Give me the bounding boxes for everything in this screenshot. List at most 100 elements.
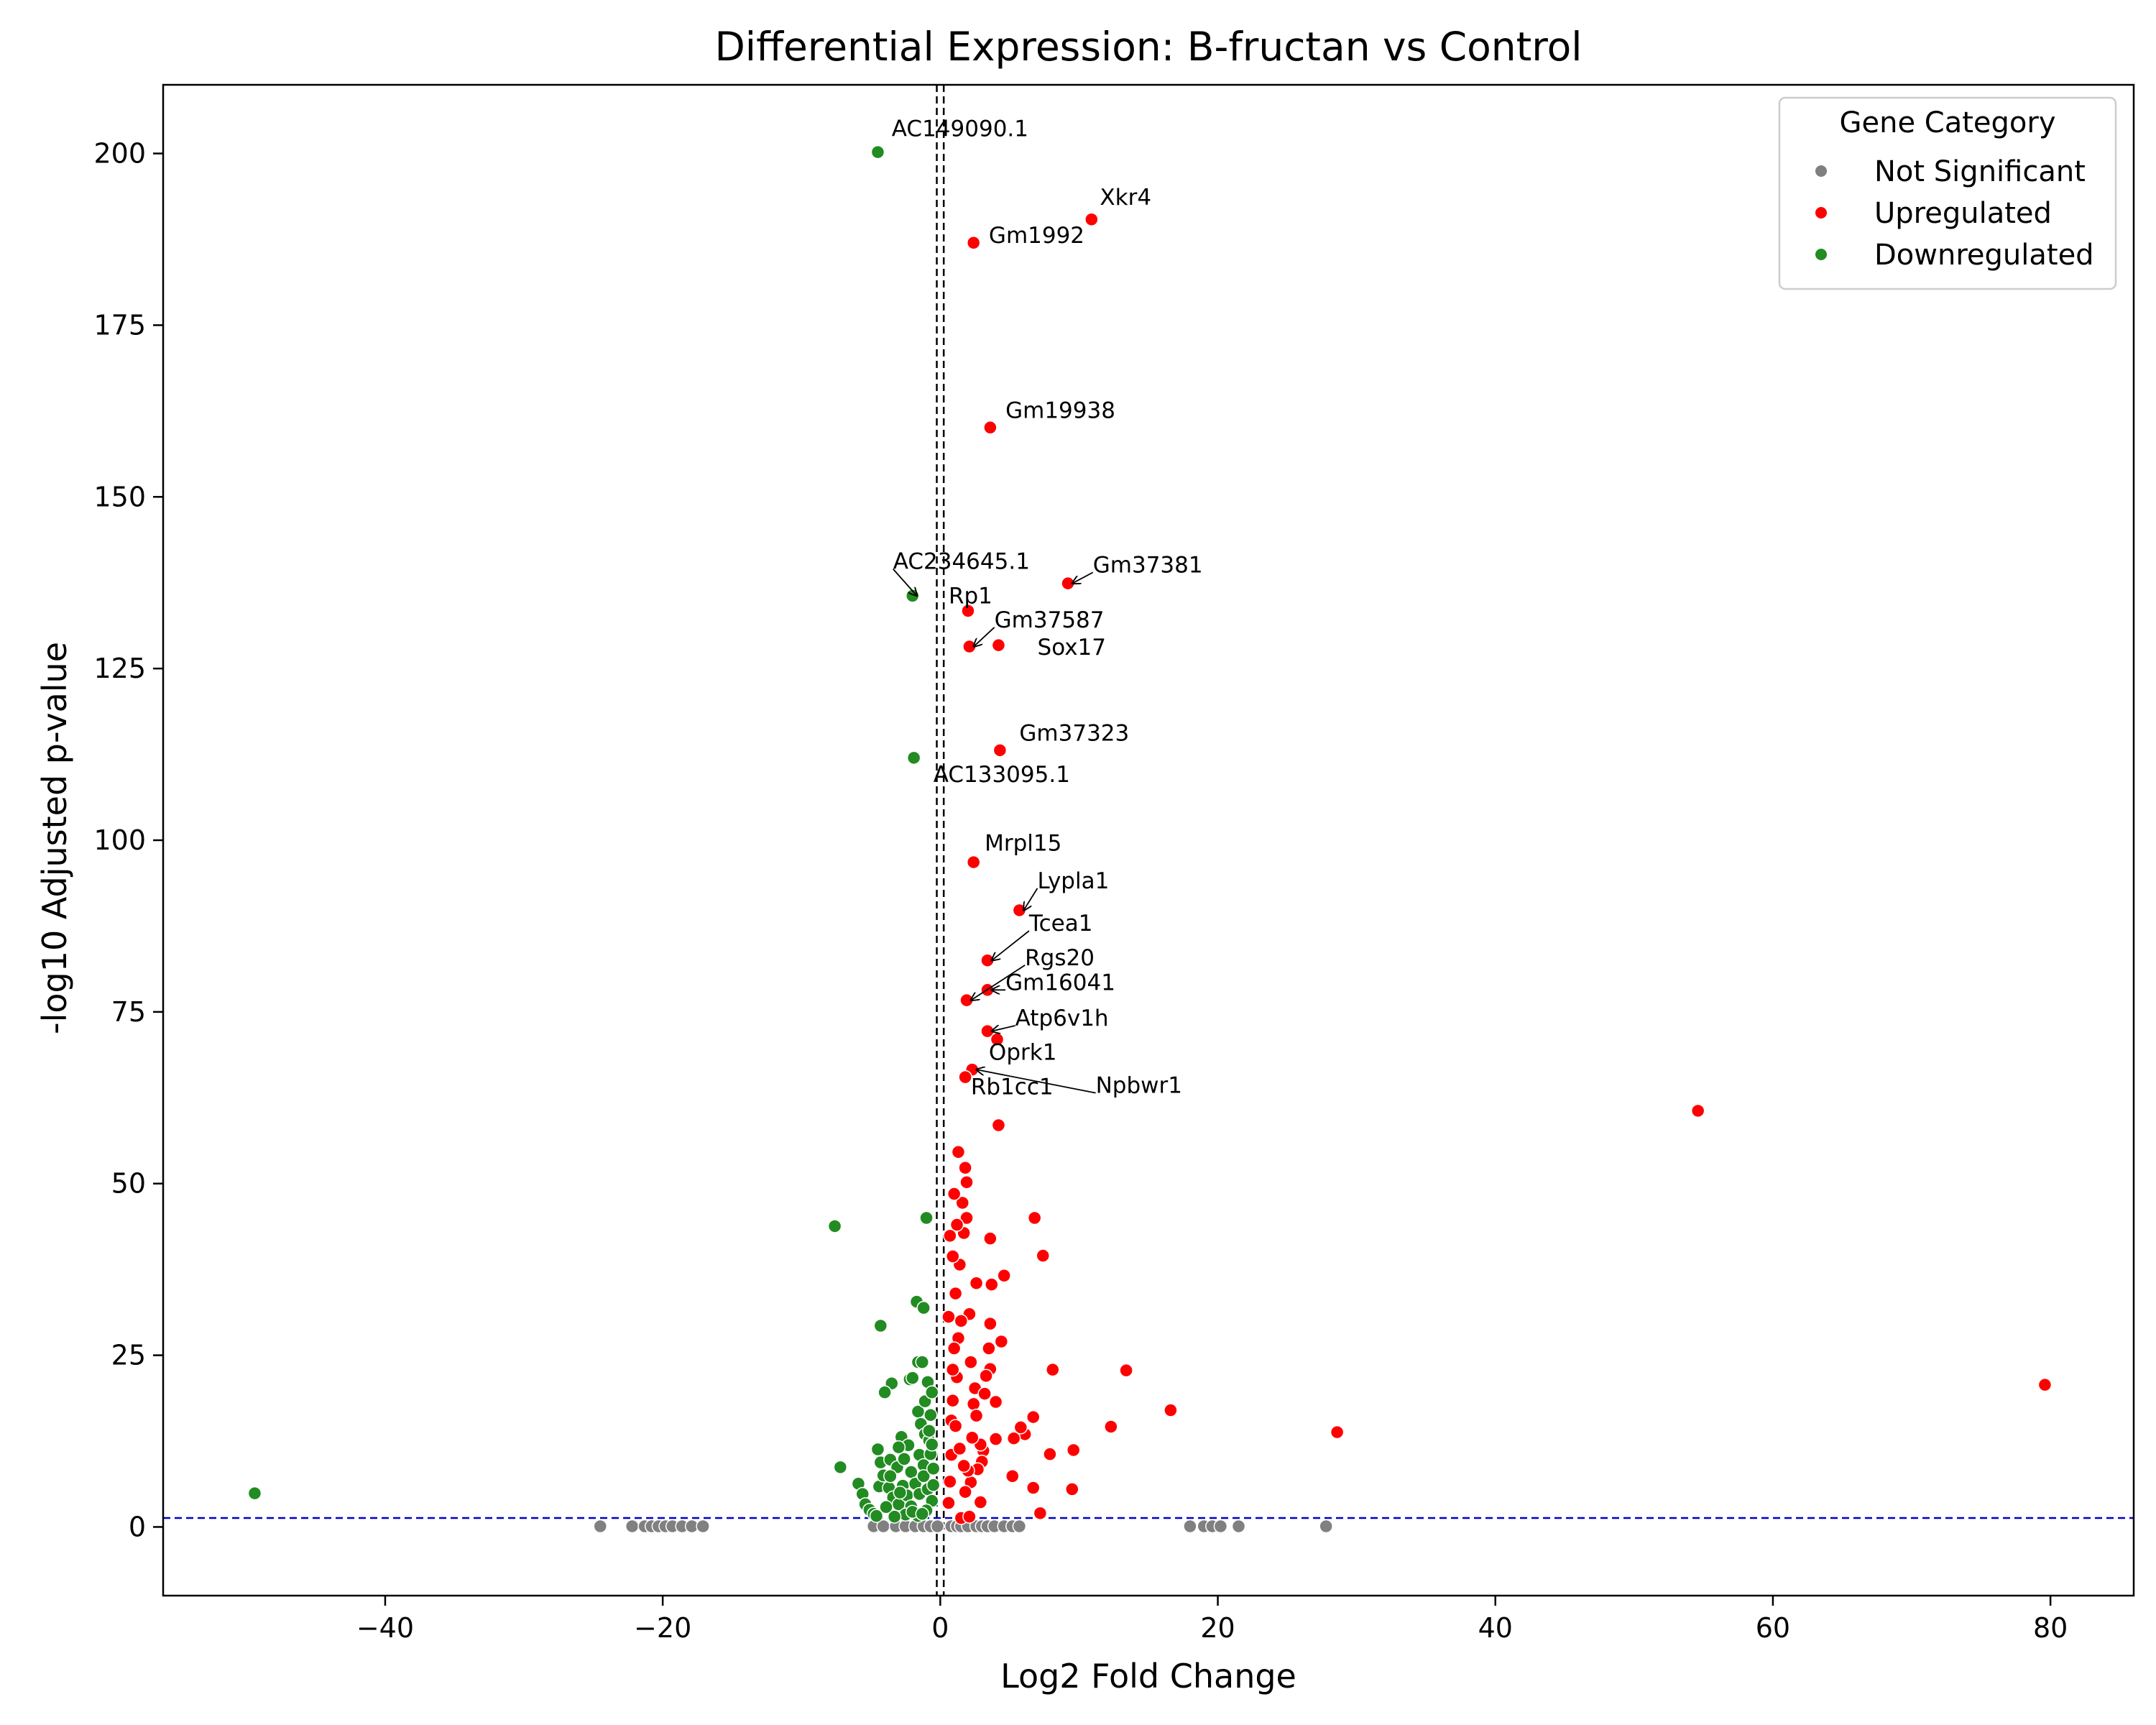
data-point-upregulated <box>994 1334 1009 1349</box>
data-point-upregulated <box>961 604 975 618</box>
data-point-downregulated <box>926 1461 941 1476</box>
data-point-upregulated <box>949 1218 964 1232</box>
data-point-downregulated <box>893 1485 908 1500</box>
data-point-upregulated <box>997 1269 1011 1283</box>
data-point-upregulated <box>1119 1363 1133 1378</box>
data-point-upregulated <box>977 1386 992 1401</box>
data-point-downregulated <box>833 1460 848 1475</box>
legend-marker-downregulated <box>1815 249 1827 260</box>
data-point-upregulated <box>943 1474 957 1489</box>
data-point-upregulated <box>954 1314 969 1328</box>
data-point-upregulated <box>958 1161 972 1175</box>
annotation-gm37323: Gm37323 <box>1019 720 1129 746</box>
data-point-downregulated <box>906 750 921 765</box>
annotation-arrow-ac234645-1 <box>893 568 917 596</box>
data-point-upregulated <box>945 1249 960 1264</box>
data-point-downregulated <box>915 1355 929 1369</box>
x-tick-label: −40 <box>356 1612 414 1644</box>
annotation-ac149090-1: AC149090.1 <box>892 116 1028 142</box>
data-point-downregulated <box>923 1407 938 1422</box>
annotation-gm1992: Gm1992 <box>989 223 1084 249</box>
annotation-arrow-lypla1 <box>1023 888 1038 911</box>
x-tick-label: 40 <box>1478 1612 1513 1644</box>
data-point-upregulated <box>983 1231 998 1246</box>
annotation-xkr4: Xkr4 <box>1100 185 1151 211</box>
data-point-upregulated <box>991 638 1006 653</box>
data-point-not-significant <box>930 1519 945 1534</box>
data-point-upregulated <box>948 1286 963 1301</box>
data-point-upregulated <box>1013 1420 1028 1435</box>
annotation-rgs20: Rgs20 <box>1025 945 1095 971</box>
data-point-upregulated <box>988 1432 1003 1446</box>
data-point-downregulated <box>891 1440 906 1455</box>
data-point-downregulated <box>915 1506 929 1522</box>
y-tick-label: 25 <box>111 1340 146 1371</box>
data-point-upregulated <box>1027 1210 1042 1225</box>
legend-marker-not-significant <box>1815 165 1827 177</box>
data-point-downregulated <box>919 1210 934 1225</box>
data-point-upregulated <box>982 1341 996 1356</box>
annotation-rp1: Rp1 <box>949 583 992 609</box>
data-point-upregulated <box>983 1316 998 1331</box>
data-point-upregulated <box>1005 1469 1020 1484</box>
data-point-downregulated <box>887 1509 902 1524</box>
data-point-downregulated <box>247 1486 262 1501</box>
data-point-upregulated <box>1164 1403 1178 1417</box>
data-point-downregulated <box>897 1452 911 1466</box>
data-point-downregulated <box>926 1478 941 1492</box>
data-point-upregulated <box>945 1393 960 1408</box>
data-point-downregulated <box>916 1469 931 1484</box>
data-point-upregulated <box>1026 1409 1041 1425</box>
legend: Gene Category Not Significant Upregulate… <box>1778 96 2117 290</box>
data-point-downregulated <box>883 1469 898 1484</box>
y-tick-label: 150 <box>93 481 146 512</box>
data-point-upregulated <box>1066 1443 1081 1458</box>
data-point-downregulated <box>925 1385 939 1399</box>
annotation-arrow-tcea1 <box>992 930 1030 960</box>
data-point-upregulated <box>966 855 981 870</box>
annotation-arrow-gm37587 <box>974 627 995 647</box>
data-point-upregulated <box>951 1145 966 1159</box>
y-tick-label: 125 <box>93 653 146 684</box>
x-tick-label: −20 <box>634 1612 691 1644</box>
annotation-sox17: Sox17 <box>1038 635 1106 661</box>
annotation-tcea1: Tcea1 <box>1028 911 1093 937</box>
data-point-downregulated <box>879 1499 893 1514</box>
annotation-atp6v1h: Atp6v1h <box>1015 1006 1109 1031</box>
data-point-upregulated <box>1104 1420 1118 1434</box>
legend-marker-upregulated <box>1815 207 1827 218</box>
data-point-upregulated <box>1006 1431 1021 1445</box>
data-point-downregulated <box>905 1371 920 1385</box>
data-point-downregulated <box>827 1219 842 1233</box>
data-point-upregulated <box>964 1355 978 1369</box>
annotation-oprk1: Oprk1 <box>989 1040 1057 1066</box>
y-tick-label: 175 <box>93 309 146 341</box>
plot-frame <box>162 83 2135 1597</box>
data-point-upregulated <box>959 1175 974 1190</box>
annotation-gm19938: Gm19938 <box>1005 397 1115 423</box>
data-point-upregulated <box>948 1419 963 1433</box>
data-point-downregulated <box>873 1318 888 1333</box>
data-point-upregulated <box>1036 1248 1050 1263</box>
data-point-upregulated <box>966 236 981 250</box>
data-point-downregulated <box>877 1385 892 1399</box>
data-point-upregulated <box>946 1187 962 1201</box>
data-point-upregulated <box>1046 1362 1060 1377</box>
data-point-upregulated <box>1084 212 1099 227</box>
x-tick-label: 0 <box>931 1612 949 1644</box>
data-point-not-significant <box>1231 1519 1246 1534</box>
x-tick-label: 20 <box>1200 1612 1235 1644</box>
legend-entry-not-significant: Not Significant <box>1874 155 2086 188</box>
plot-area: −40 −20 0 20 40 60 80 0 25 50 75 100 125 150 175 200 AC1… <box>93 85 2134 1644</box>
data-point-upregulated <box>973 1495 988 1509</box>
legend-entry-upregulated: Upregulated <box>1874 197 2052 230</box>
data-point-upregulated <box>941 1496 956 1510</box>
data-point-downregulated <box>916 1300 931 1315</box>
data-point-downregulated <box>922 1423 936 1438</box>
data-point-upregulated <box>1033 1506 1048 1521</box>
annotation-gm37381: Gm37381 <box>1093 552 1203 578</box>
data-point-upregulated <box>1026 1481 1041 1495</box>
y-tick-label: 50 <box>111 1168 146 1200</box>
data-point-upregulated <box>969 1408 984 1423</box>
